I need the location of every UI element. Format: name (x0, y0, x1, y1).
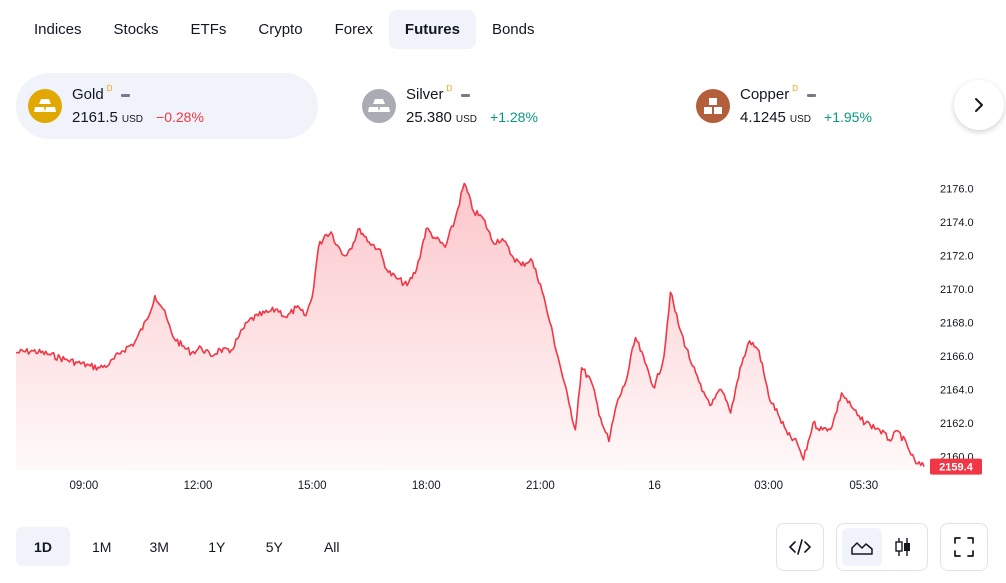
y-tick-label: 2168.0 (940, 318, 974, 330)
gold-bars-icon (28, 89, 62, 123)
x-tick-label: 18:00 (412, 480, 441, 492)
symbol-name: Silver (406, 86, 444, 103)
last-price-badge (930, 458, 982, 475)
last-price-label: 2159.4 (939, 462, 974, 474)
y-tick-label: 2176.0 (940, 183, 974, 195)
x-tick-label: 03:00 (754, 480, 783, 492)
area-chart-icon (850, 542, 873, 555)
symbol-card-gold[interactable]: Gold D 2161.5 USD −0.28% (16, 73, 318, 139)
area-chart-button[interactable] (841, 528, 882, 566)
range-1d[interactable]: 1D (16, 527, 70, 566)
delayed-badge: D (446, 84, 453, 93)
x-tick-label: 15:00 (298, 480, 327, 492)
code-icon (789, 539, 811, 555)
symbol-card-silver[interactable]: Silver D 25.380 USD +1.28% (350, 73, 640, 139)
embed-code-button[interactable] (776, 523, 824, 571)
tab-bonds[interactable]: Bonds (491, 20, 535, 38)
candle-chart-button[interactable] (883, 528, 923, 566)
tab-etfs[interactable]: ETFs (190, 20, 227, 38)
x-tick-label: 21:00 (526, 480, 555, 492)
symbol-name: Gold (72, 86, 104, 103)
market-tabs: Indices Stocks ETFs Crypto Forex Futures Bonds (18, 9, 550, 49)
range-1m[interactable]: 1M (92, 538, 112, 555)
price-change: +1.28% (490, 109, 538, 125)
next-symbols-button[interactable] (954, 80, 1004, 130)
x-tick-label: 05:30 (849, 480, 878, 492)
copper-blocks-icon (696, 89, 730, 123)
symbol-name: Copper (740, 86, 790, 103)
y-tick-label: 2172.0 (940, 250, 974, 262)
price-area-fill (16, 183, 924, 470)
y-tick-label: 2170.0 (940, 284, 974, 296)
y-tick-label: 2174.0 (940, 217, 974, 229)
tab-stocks[interactable]: Stocks (113, 20, 159, 38)
price-chart[interactable]: 2160.02162.02164.02166.02168.02170.02172… (0, 150, 1006, 500)
x-tick-label: 12:00 (184, 480, 213, 492)
market-status-icon (806, 94, 816, 97)
range-3m[interactable]: 3M (149, 538, 169, 555)
price-currency: USD (121, 114, 144, 125)
symbol-price: 4.1245 (740, 109, 786, 126)
price-currency: USD (789, 114, 812, 125)
symbol-card-copper[interactable]: Copper D 4.1245 USD +1.95% (684, 73, 964, 139)
market-status-icon (461, 94, 471, 97)
symbol-price: 25.380 (406, 109, 452, 126)
delayed-badge: D (792, 84, 798, 93)
y-tick-label: 2166.0 (940, 351, 974, 363)
chevron-right-icon (975, 98, 983, 112)
symbol-price: 2161.5 (72, 109, 118, 126)
y-tick-label: 2164.0 (940, 385, 974, 397)
price-currency: USD (455, 114, 478, 125)
symbol-cards: Gold D 2161.5 USD −0.28% Silver D 25.380… (16, 73, 1006, 139)
fullscreen-button[interactable] (940, 523, 988, 571)
range-selector: 1D 1M 3M 1Y 5Y All (16, 527, 361, 566)
silver-bars-icon (362, 89, 396, 123)
tab-crypto[interactable]: Crypto (258, 20, 303, 38)
fullscreen-icon (954, 537, 974, 557)
delayed-badge: D (106, 84, 113, 93)
tab-forex[interactable]: Forex (334, 20, 373, 38)
candlestick-icon (894, 538, 910, 556)
range-5y[interactable]: 5Y (265, 538, 283, 555)
tab-futures[interactable]: Futures (388, 9, 476, 49)
range-1y[interactable]: 1Y (208, 538, 226, 555)
market-status-icon (121, 94, 131, 97)
y-tick-label: 2162.0 (940, 418, 974, 430)
x-tick-label: 09:00 (69, 480, 98, 492)
range-all[interactable]: All (323, 538, 340, 555)
price-change: +1.95% (824, 109, 872, 125)
tab-indices[interactable]: Indices (34, 20, 82, 38)
chart-style-switcher (836, 523, 928, 571)
price-change: −0.28% (156, 109, 204, 125)
x-tick-label: 16 (648, 480, 661, 492)
price-line (15, 182, 925, 467)
